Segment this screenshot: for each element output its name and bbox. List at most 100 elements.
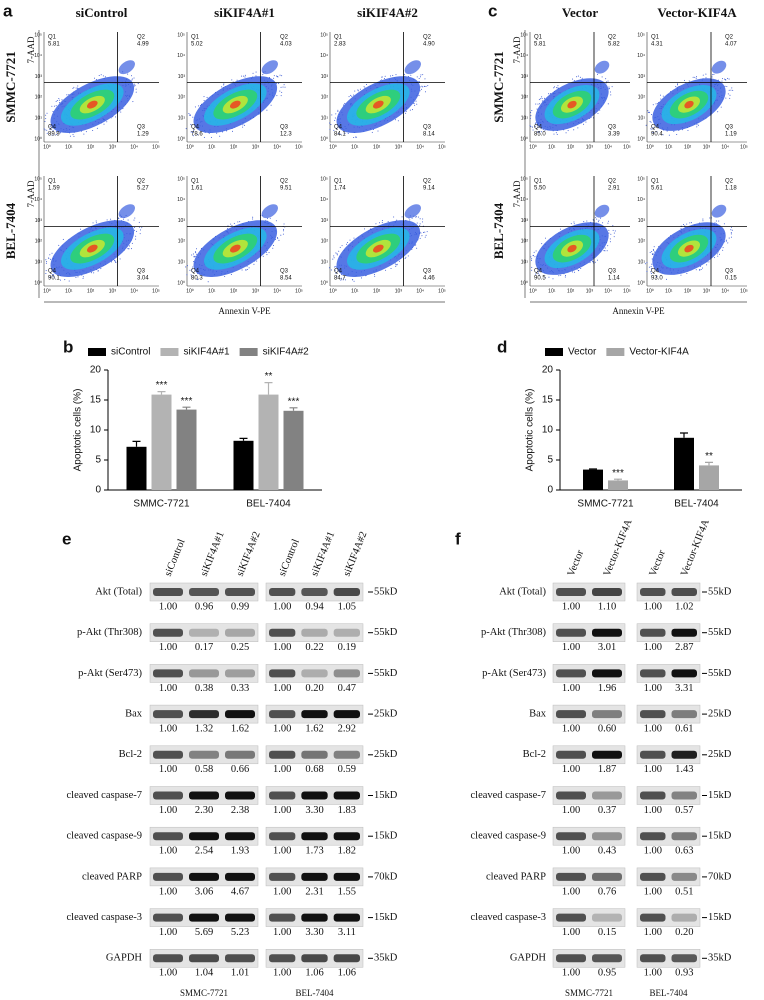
event-dot [415, 216, 417, 218]
event-dot [135, 91, 137, 93]
blot-band [556, 669, 586, 678]
blot-membrane [552, 949, 626, 968]
blot-band [640, 588, 666, 596]
quantification: 1.00 [159, 886, 177, 897]
event-dot [537, 103, 539, 105]
event-dot [56, 100, 58, 102]
x-tick-label: 10² [373, 288, 381, 294]
density-cloud [644, 217, 733, 280]
quadrant-label: Q2 [608, 35, 617, 41]
y-tick-label: 0 [547, 485, 553, 496]
blot-membrane [636, 949, 701, 968]
quadrant-value: 1.29 [137, 132, 149, 138]
event-dot [695, 76, 697, 78]
protein-label: Bcl-2 [119, 749, 142, 760]
x-tick-label: 10⁵ [740, 288, 748, 294]
quadrant-label: Q3 [280, 269, 289, 275]
event-dot [565, 132, 567, 134]
y-tick-label: 10⁵ [320, 176, 328, 182]
event-dot [719, 253, 721, 255]
event-dot [58, 244, 60, 246]
event-dot [189, 114, 191, 116]
blot-membrane [552, 623, 626, 642]
quantification: 1.00 [159, 642, 177, 653]
event-dot [416, 222, 418, 224]
event-dot [281, 75, 283, 77]
event-dot [417, 216, 419, 218]
density-tail [594, 204, 610, 218]
event-dot [534, 256, 536, 258]
x-axis-label: Annexin V-PE [218, 306, 271, 316]
event-dot [334, 119, 336, 121]
blot-band [333, 710, 360, 719]
bar [151, 394, 172, 490]
event-dot [530, 126, 532, 128]
event-dot [611, 86, 613, 88]
significance-label: *** [156, 380, 168, 391]
event-dot [557, 85, 559, 87]
y-tick-label: 10⁰ [320, 136, 328, 142]
quantification: 1.83 [338, 805, 356, 816]
event-dot [610, 94, 612, 96]
event-dot [284, 86, 286, 88]
event-dot [137, 83, 139, 85]
density-cloud [45, 214, 143, 282]
event-dot [51, 134, 53, 136]
event-dot [396, 219, 398, 221]
bar [176, 409, 197, 490]
blot-membrane [636, 867, 701, 887]
legend-swatch [88, 348, 106, 356]
event-dot [352, 279, 354, 281]
quantification: 1.00 [562, 724, 580, 735]
event-dot [334, 266, 336, 268]
event-dot [244, 74, 246, 76]
quadrant-label: Q4 [334, 269, 343, 275]
event-dot [538, 271, 540, 273]
event-dot [262, 255, 264, 257]
quantification: 0.33 [231, 683, 249, 694]
event-dot [677, 84, 679, 86]
quantification: 1.00 [273, 968, 291, 979]
quadrant-label: Q3 [608, 125, 617, 131]
quantification: 1.32 [195, 724, 213, 735]
event-dot [418, 95, 420, 97]
event-dot [603, 250, 605, 252]
blot-membrane [552, 582, 626, 602]
event-dot [55, 105, 57, 107]
x-tick-label: 10⁴ [130, 144, 138, 150]
event-dot [419, 76, 421, 78]
x-tick-label: 10⁵ [740, 144, 748, 150]
event-dot [409, 109, 411, 111]
kd-label: 15kD [374, 912, 398, 923]
event-dot [421, 235, 423, 237]
event-dot [348, 96, 350, 98]
event-dot [280, 234, 282, 236]
blot-band [671, 750, 697, 759]
event-dot [275, 220, 277, 222]
x-tick-label: 10² [230, 288, 238, 294]
density-level [567, 100, 577, 109]
event-dot [572, 78, 574, 80]
density-cloud [328, 215, 428, 282]
event-dot [604, 247, 606, 249]
legend-swatch [239, 348, 258, 356]
x-tick-label: 10⁴ [273, 288, 281, 294]
quantification: 1.00 [562, 764, 580, 775]
event-dot [727, 93, 729, 95]
event-dot [269, 217, 271, 219]
x-tick-label: 10⁰ [329, 288, 337, 294]
event-dot [335, 252, 337, 254]
x-tick-label: 10⁴ [604, 288, 612, 294]
event-dot [194, 106, 196, 108]
event-dot [540, 128, 542, 130]
event-dot [395, 74, 397, 76]
quantification: 3.01 [598, 642, 616, 653]
event-dot [354, 90, 356, 92]
event-dot [203, 100, 205, 102]
blot-band [301, 750, 328, 759]
density-tail [404, 204, 421, 219]
quantification: 1.73 [305, 846, 323, 857]
quantification: 1.00 [562, 683, 580, 694]
event-dot [411, 109, 413, 111]
quadrant-value: 90.1 [48, 276, 60, 282]
